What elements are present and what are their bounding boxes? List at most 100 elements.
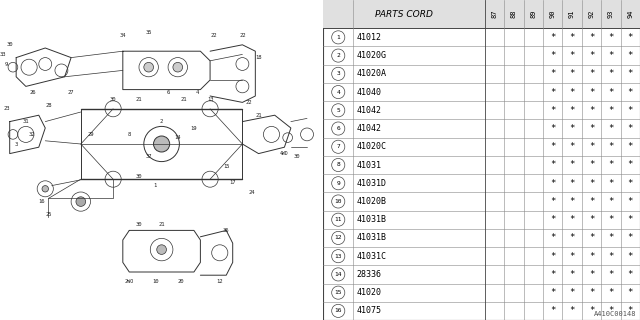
Text: 34: 34 xyxy=(120,33,126,38)
Text: *: * xyxy=(589,306,594,316)
Text: *: * xyxy=(570,270,575,279)
Text: *: * xyxy=(608,234,614,243)
Text: *: * xyxy=(570,234,575,243)
Text: 41031D: 41031D xyxy=(356,179,387,188)
Text: 24: 24 xyxy=(249,189,255,195)
Circle shape xyxy=(173,62,182,72)
Text: *: * xyxy=(589,33,594,42)
Text: *: * xyxy=(550,252,556,261)
Text: 14: 14 xyxy=(175,135,181,140)
Text: 15: 15 xyxy=(223,164,230,169)
Text: *: * xyxy=(589,197,594,206)
Text: 23: 23 xyxy=(3,106,10,111)
Text: *: * xyxy=(570,306,575,316)
Text: A410C00148: A410C00148 xyxy=(595,311,637,317)
Text: 15: 15 xyxy=(335,290,342,295)
Text: 18: 18 xyxy=(255,55,262,60)
Text: *: * xyxy=(550,124,556,133)
Text: *: * xyxy=(570,142,575,151)
Text: 21: 21 xyxy=(181,97,188,102)
Text: *: * xyxy=(628,69,633,78)
Text: 22: 22 xyxy=(239,33,246,38)
Text: 32: 32 xyxy=(29,132,36,137)
Text: 41012: 41012 xyxy=(356,33,381,42)
Text: *: * xyxy=(628,179,633,188)
Text: *: * xyxy=(628,197,633,206)
Text: 88: 88 xyxy=(511,10,517,18)
Text: *: * xyxy=(550,179,556,188)
Text: 9: 9 xyxy=(5,61,8,67)
Text: 41020G: 41020G xyxy=(356,51,387,60)
Text: 41040: 41040 xyxy=(356,88,381,97)
Text: 6: 6 xyxy=(337,126,340,131)
Text: 20: 20 xyxy=(178,279,184,284)
Text: 94: 94 xyxy=(627,10,634,18)
Text: 25: 25 xyxy=(45,212,52,217)
Text: 4WD: 4WD xyxy=(280,151,289,156)
Text: 22: 22 xyxy=(246,100,252,105)
Text: *: * xyxy=(550,288,556,297)
Text: *: * xyxy=(570,33,575,42)
Text: *: * xyxy=(570,51,575,60)
Text: *: * xyxy=(589,234,594,243)
Text: 28: 28 xyxy=(45,103,52,108)
Text: 29: 29 xyxy=(87,132,93,137)
Text: *: * xyxy=(550,51,556,60)
Text: 41042: 41042 xyxy=(356,124,381,133)
Text: 37: 37 xyxy=(145,154,152,159)
Text: 16: 16 xyxy=(39,199,45,204)
Text: *: * xyxy=(628,33,633,42)
Text: 30: 30 xyxy=(136,221,142,227)
Text: 4: 4 xyxy=(337,90,340,94)
Text: 2: 2 xyxy=(160,119,163,124)
Text: 30: 30 xyxy=(136,173,142,179)
Text: *: * xyxy=(589,161,594,170)
Text: 8: 8 xyxy=(337,163,340,167)
Text: 41020: 41020 xyxy=(356,288,381,297)
Text: 13: 13 xyxy=(207,97,213,102)
Text: 35: 35 xyxy=(145,29,152,35)
Text: *: * xyxy=(608,142,614,151)
Text: *: * xyxy=(550,270,556,279)
Text: *: * xyxy=(628,215,633,224)
Text: *: * xyxy=(570,197,575,206)
Text: 41031B: 41031B xyxy=(356,215,387,224)
Text: *: * xyxy=(628,234,633,243)
Text: 6: 6 xyxy=(166,90,170,95)
Text: *: * xyxy=(589,215,594,224)
Text: *: * xyxy=(550,142,556,151)
Text: *: * xyxy=(589,252,594,261)
Text: *: * xyxy=(608,51,614,60)
Text: *: * xyxy=(550,161,556,170)
Text: 2WO: 2WO xyxy=(125,279,134,284)
Text: *: * xyxy=(550,69,556,78)
Text: *: * xyxy=(570,215,575,224)
Text: 36: 36 xyxy=(223,228,230,233)
Text: *: * xyxy=(608,106,614,115)
Text: *: * xyxy=(589,270,594,279)
Text: 8: 8 xyxy=(127,132,131,137)
Text: 21: 21 xyxy=(158,221,165,227)
Circle shape xyxy=(144,62,154,72)
Text: 11: 11 xyxy=(335,217,342,222)
Text: PARTS CORD: PARTS CORD xyxy=(375,10,433,19)
Text: *: * xyxy=(570,88,575,97)
Text: *: * xyxy=(628,51,633,60)
Text: 3: 3 xyxy=(337,71,340,76)
Text: 33: 33 xyxy=(0,52,6,57)
Text: 5: 5 xyxy=(337,108,340,113)
Text: *: * xyxy=(570,161,575,170)
Text: *: * xyxy=(589,179,594,188)
Text: *: * xyxy=(608,69,614,78)
Text: 1: 1 xyxy=(154,183,157,188)
Text: 41020C: 41020C xyxy=(356,142,387,151)
Text: 22: 22 xyxy=(210,33,216,38)
Text: 91: 91 xyxy=(569,10,575,18)
Text: 21: 21 xyxy=(136,97,142,102)
Text: *: * xyxy=(589,69,594,78)
Text: 16: 16 xyxy=(335,308,342,313)
Text: *: * xyxy=(628,161,633,170)
Text: *: * xyxy=(570,124,575,133)
Text: *: * xyxy=(589,288,594,297)
Bar xyxy=(323,0,640,28)
